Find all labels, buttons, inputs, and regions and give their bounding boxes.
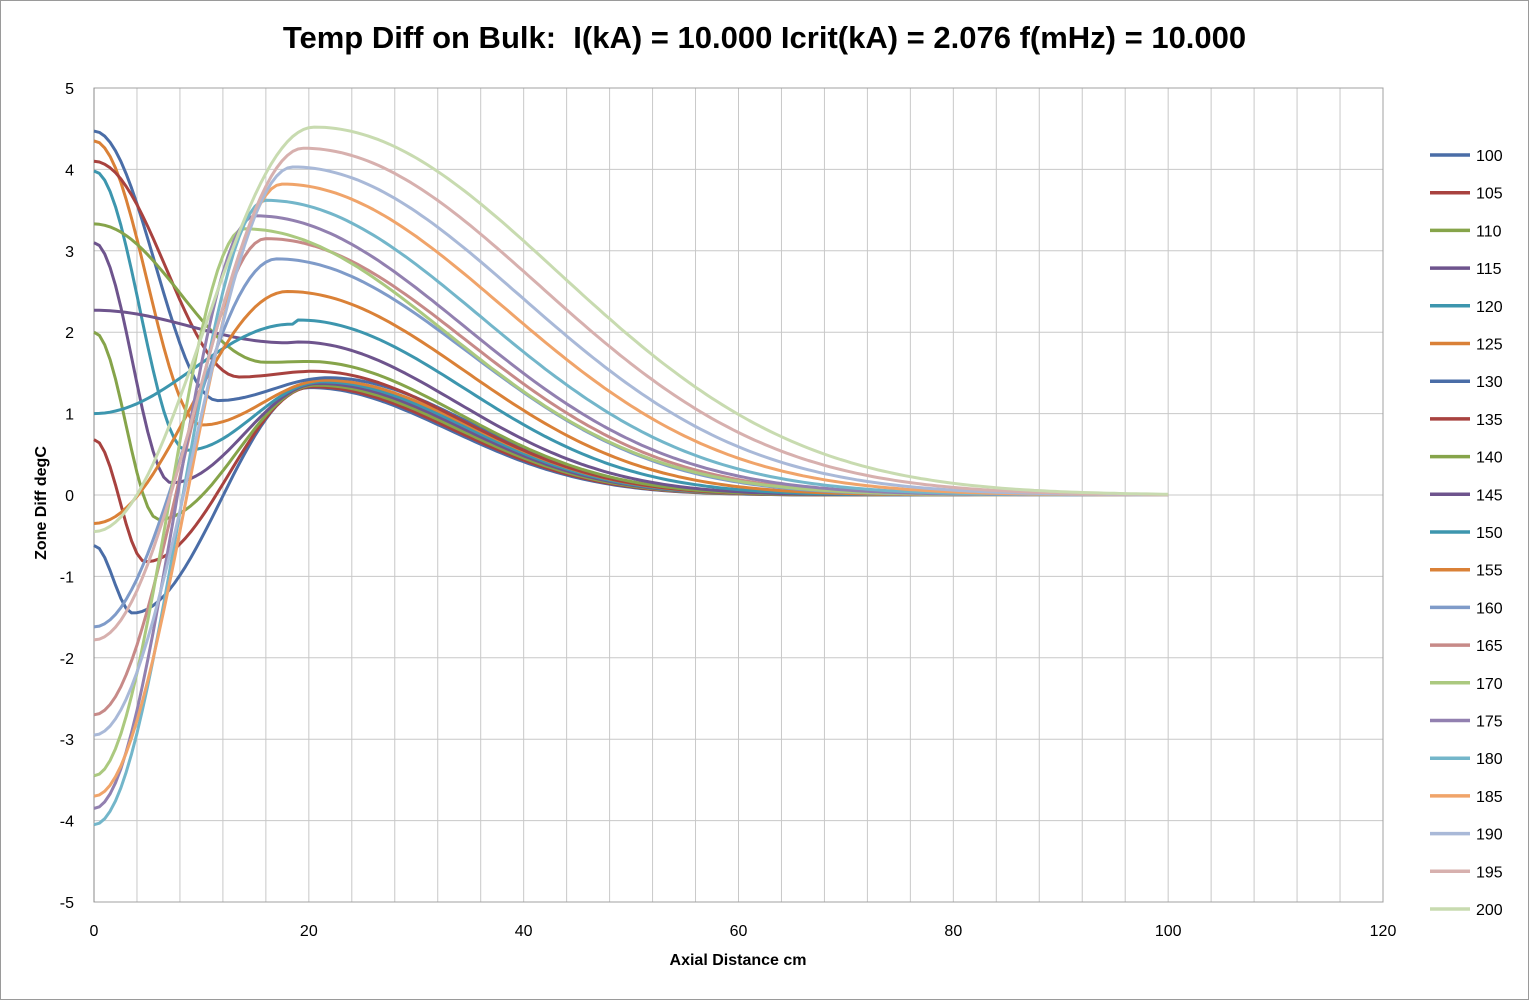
series-line-115 [93,241,1169,497]
legend-label-185: 185 [1476,789,1503,806]
legend-label-145: 145 [1476,487,1503,504]
y-tick-label: -4 [60,814,74,831]
series-line-180 [93,198,1169,827]
legend-label-105: 105 [1476,186,1503,203]
y-tick-label: -5 [60,895,74,912]
chart-title: Temp Diff on Bulk: I(kA) = 10.000 Icrit(… [282,20,1247,55]
y-tick-label: -3 [60,732,74,749]
x-tick-label: 120 [1370,923,1397,940]
y-tick-label: -1 [60,569,74,586]
y-tick-label: 0 [65,488,74,505]
legend-label-160: 160 [1476,600,1503,617]
y-tick-label: -2 [60,651,74,668]
legend-label-135: 135 [1476,412,1503,429]
legend-label-120: 120 [1476,299,1503,316]
axes: 0 20 40 60 80 100 120 -5 -4 -3 -2 -1 0 1 2 3 4 5 [60,81,1397,940]
series-line-140 [93,222,1169,497]
legend-label-170: 170 [1476,676,1503,693]
series-line-200 [93,125,1169,534]
legend-label-190: 190 [1476,827,1503,844]
series-line-190 [93,165,1169,737]
legend-label-125: 125 [1476,337,1503,354]
legend-label-200: 200 [1476,902,1503,919]
legend-label-175: 175 [1476,714,1503,731]
series-line-160 [93,257,1169,629]
legend-label-150: 150 [1476,525,1503,542]
y-axis-title: Zone Diff degC [33,446,50,560]
legend-label-115: 115 [1476,261,1502,278]
x-tick-label: 60 [730,923,748,940]
y-tick-label: 2 [65,325,74,342]
legend-label-180: 180 [1476,751,1503,768]
series-line-175 [93,214,1169,810]
legend: 100 105 110 115 120 125 130 135 140 145 150 155 160 1… [1430,148,1503,919]
x-tick-label: 0 [90,923,99,940]
y-tick-label: 3 [65,244,74,261]
series-line-170 [93,227,1169,778]
legend-label-165: 165 [1476,638,1503,655]
x-axis-title: Axial Distance cm [669,952,807,969]
legend-label-110: 110 [1476,223,1502,240]
legend-label-130: 130 [1476,374,1503,391]
series-lines [93,125,1169,827]
y-tick-label: 1 [65,407,74,424]
legend-label-100: 100 [1476,148,1503,165]
y-tick-label: 4 [65,162,74,179]
x-tick-label: 20 [300,923,318,940]
legend-label-195: 195 [1476,864,1503,881]
series-line-195 [93,146,1169,642]
legend-label-155: 155 [1476,563,1503,580]
legend-label-140: 140 [1476,450,1503,467]
y-tick-label: 5 [65,81,74,98]
series-line-105 [93,385,1169,564]
x-tick-label: 40 [515,923,533,940]
x-tick-label: 100 [1155,923,1182,940]
x-tick-label: 80 [944,923,962,940]
